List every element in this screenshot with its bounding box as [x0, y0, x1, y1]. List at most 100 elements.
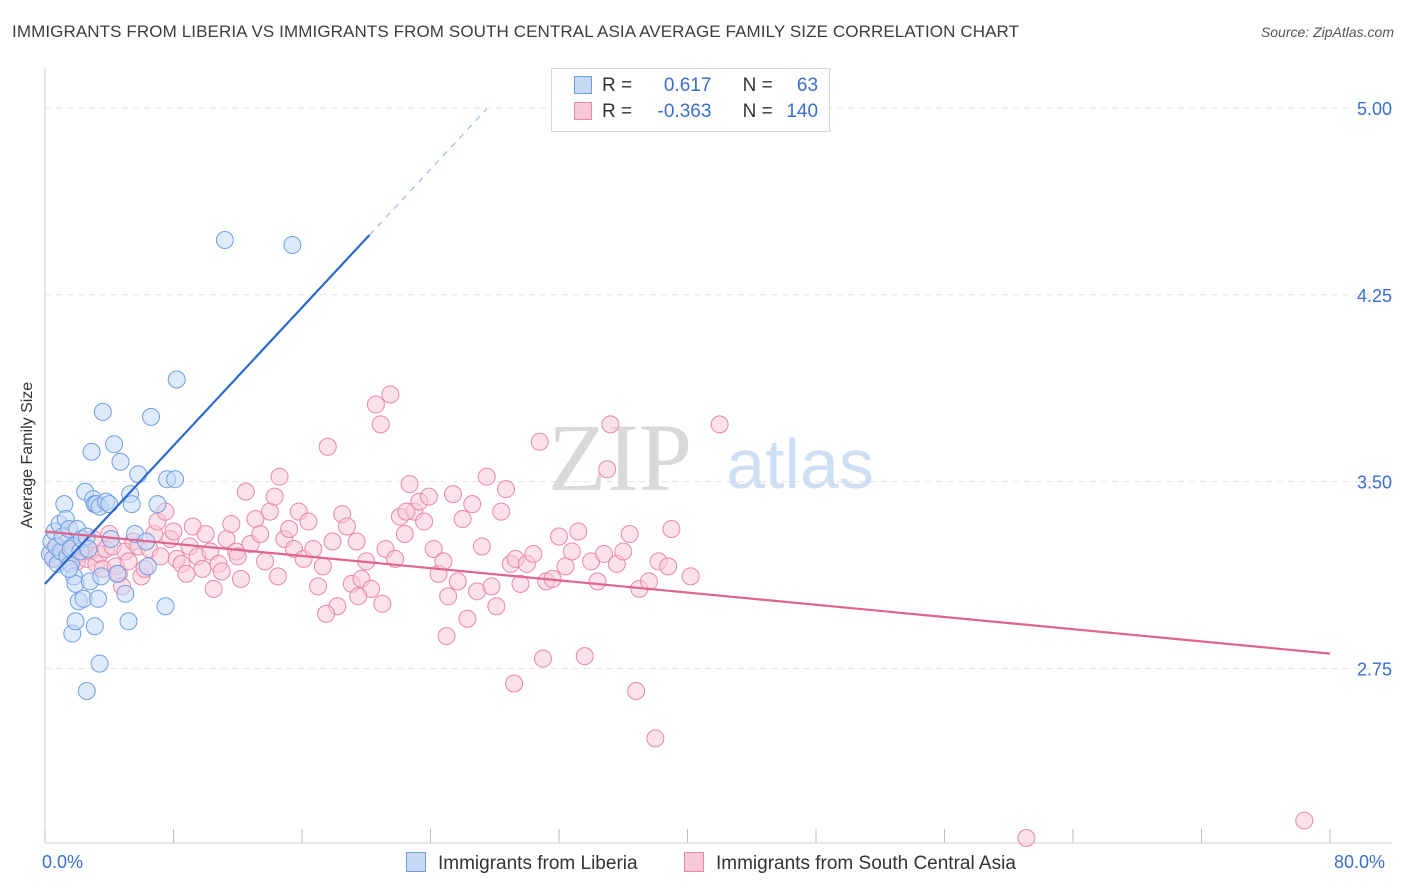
data-point-south-central-asia — [448, 572, 467, 591]
data-point-south-central-asia — [349, 587, 368, 606]
data-point-liberia — [66, 612, 85, 631]
data-point-liberia — [148, 495, 167, 514]
data-point-south-central-asia — [212, 562, 231, 581]
data-point-south-central-asia — [659, 557, 678, 576]
data-point-liberia — [90, 654, 109, 673]
watermark-atlas: atlas — [726, 425, 874, 503]
data-point-south-central-asia — [196, 525, 215, 544]
data-point-south-central-asia — [681, 567, 700, 586]
data-point-south-central-asia — [1295, 811, 1314, 830]
legend-n-value: 140 — [786, 101, 819, 122]
data-point-south-central-asia — [533, 649, 552, 668]
data-point-south-central-asia — [177, 564, 196, 583]
data-point-south-central-asia — [415, 512, 434, 531]
axes — [44, 68, 1392, 844]
data-point-south-central-asia — [164, 522, 183, 541]
trend-line-liberia — [44, 234, 371, 585]
data-point-south-central-asia — [710, 415, 729, 434]
legend-row-liberia: R = 0.617 N = 63 — [574, 75, 818, 101]
data-point-liberia — [79, 539, 98, 558]
data-point-south-central-asia — [556, 557, 575, 576]
data-point-liberia — [100, 495, 119, 514]
data-point-south-central-asia — [550, 527, 568, 546]
data-point-liberia — [129, 465, 148, 484]
data-point-south-central-asia — [193, 559, 212, 578]
data-point-liberia — [156, 597, 175, 616]
data-point-liberia — [138, 557, 157, 576]
data-point-south-central-asia — [260, 502, 279, 521]
data-point-south-central-asia — [453, 510, 472, 529]
data-point-liberia — [89, 589, 108, 608]
legend-swatch-blue — [574, 76, 592, 94]
data-point-south-central-asia — [1017, 829, 1036, 848]
data-point-south-central-asia — [569, 522, 588, 541]
data-point-liberia — [77, 681, 96, 700]
data-point-south-central-asia — [400, 475, 419, 494]
watermark-zip: ZIP — [548, 404, 692, 511]
y-tick-label: 4.25 — [1357, 286, 1392, 306]
data-point-south-central-asia — [337, 517, 356, 536]
watermark: ZIP atlas — [548, 404, 874, 511]
y-axis-title: Average Family Size — [19, 381, 36, 529]
data-point-south-central-asia — [492, 502, 511, 521]
data-point-south-central-asia — [472, 537, 491, 556]
legend-row-south-central-asia: R = -0.363 N = 140 — [574, 101, 818, 127]
legend-n-label: N = — [742, 101, 773, 122]
y-tick-label: 5.00 — [1357, 99, 1392, 119]
data-point-liberia — [119, 612, 138, 631]
data-point-liberia — [166, 470, 185, 489]
legend-swatch-blue — [406, 852, 426, 872]
data-point-liberia — [55, 495, 74, 514]
legend-r-value: 0.617 — [663, 75, 712, 96]
data-point-south-central-asia — [463, 495, 482, 514]
data-point-south-central-asia — [511, 574, 530, 593]
data-point-south-central-asia — [251, 525, 270, 544]
data-point-south-central-asia — [614, 542, 633, 561]
data-point-south-central-asia — [304, 539, 323, 558]
data-point-liberia — [215, 230, 234, 249]
data-point-south-central-asia — [598, 460, 617, 479]
correlation-legend: R = 0.617 N = 63 R = -0.363 N = 140 — [551, 68, 830, 132]
data-point-south-central-asia — [620, 525, 639, 544]
data-point-south-central-asia — [627, 681, 646, 700]
data-point-south-central-asia — [309, 577, 328, 596]
data-point-south-central-asia — [386, 549, 405, 568]
data-point-south-central-asia — [204, 579, 223, 598]
data-point-south-central-asia — [299, 512, 318, 531]
data-point-south-central-asia — [496, 480, 515, 499]
y-tick-labels: 2.75 3.50 4.25 5.00 — [1357, 99, 1392, 680]
legend-r-label: R = — [602, 101, 633, 122]
y-tick-label: 3.50 — [1357, 473, 1392, 493]
data-point-liberia — [283, 235, 302, 254]
data-point-liberia — [122, 495, 141, 514]
data-point-south-central-asia — [562, 542, 581, 561]
gridlines — [45, 107, 1392, 670]
legend-item-south-central-asia: Immigrants from South Central Asia — [684, 852, 1016, 875]
y-tick-label: 2.75 — [1357, 660, 1392, 680]
data-point-south-central-asia — [231, 569, 250, 588]
series-legend: Immigrants from Liberia Immigrants from … — [0, 852, 1406, 878]
series-liberia — [40, 230, 302, 700]
legend-r-label: R = — [602, 75, 633, 96]
data-point-liberia — [60, 559, 79, 578]
data-point-liberia — [93, 402, 112, 421]
x-tick-label-min: 0.0% — [42, 852, 84, 872]
data-point-south-central-asia — [397, 502, 416, 521]
data-point-liberia — [82, 442, 101, 461]
data-point-south-central-asia — [443, 485, 462, 504]
legend-swatch-pink — [684, 852, 704, 872]
data-point-south-central-asia — [482, 577, 501, 596]
chart-title: IMMIGRANTS FROM LIBERIA VS IMMIGRANTS FR… — [12, 22, 1020, 41]
legend-swatch-pink — [574, 102, 592, 120]
legend-n-label: N = — [742, 75, 773, 96]
data-point-south-central-asia — [395, 525, 414, 544]
data-point-south-central-asia — [601, 415, 620, 434]
data-point-liberia — [111, 452, 130, 471]
data-point-liberia — [105, 435, 124, 454]
trend-line-south-central-asia — [44, 530, 1331, 655]
data-point-liberia — [116, 584, 135, 603]
data-point-south-central-asia — [317, 604, 336, 623]
data-point-south-central-asia — [505, 674, 524, 693]
data-point-south-central-asia — [222, 515, 241, 534]
data-point-south-central-asia — [313, 557, 332, 576]
